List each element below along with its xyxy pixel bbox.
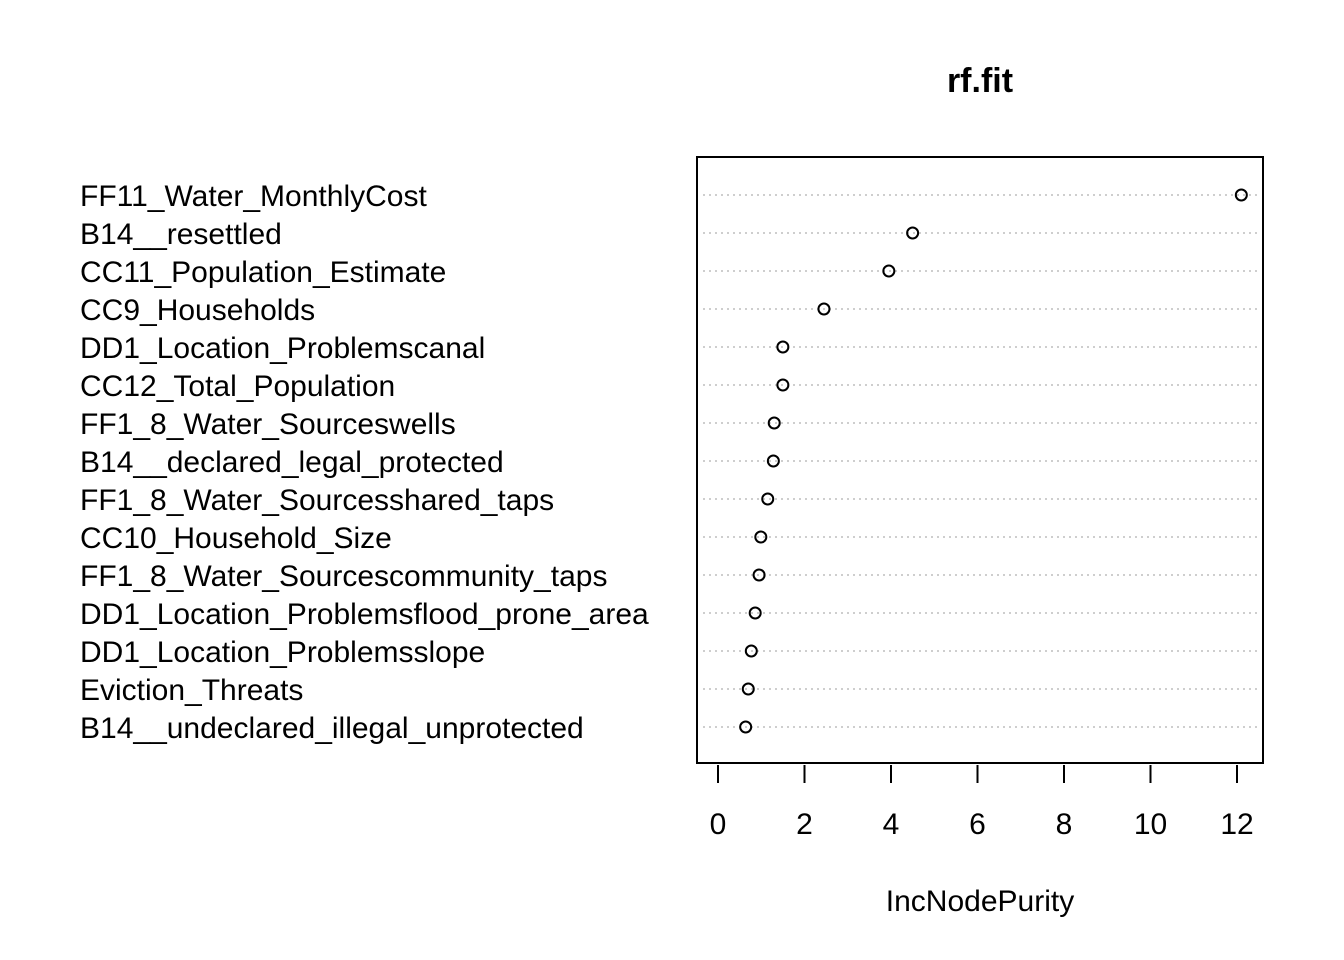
- data-point: [748, 606, 762, 620]
- data-point: [906, 226, 920, 240]
- chart-title: rf.fit: [947, 62, 1013, 100]
- data-point: [752, 568, 766, 582]
- category-label: Eviction_Threats: [80, 674, 303, 707]
- category-labels: FF11_Water_MonthlyCost B14__resettled CC11…: [80, 180, 649, 745]
- x-axis-label: IncNodePurity: [886, 885, 1074, 918]
- category-label: B14__undeclared_illegal_unprotected: [80, 712, 584, 745]
- category-label: FF1_8_Water_Sourcescommunity_taps: [80, 560, 607, 593]
- data-point: [776, 340, 790, 354]
- data-point: [767, 416, 781, 430]
- x-tick-label: 4: [883, 808, 900, 841]
- x-axis: 0 2 4 6 8 10 12: [710, 762, 1254, 841]
- x-tick-label: 6: [969, 808, 986, 841]
- category-label: CC12_Total_Population: [80, 370, 395, 403]
- category-label: DD1_Location_Problemsflood_prone_area: [80, 598, 649, 631]
- category-label: DD1_Location_Problemsslope: [80, 636, 485, 669]
- data-point: [754, 530, 768, 544]
- category-label: FF11_Water_MonthlyCost: [80, 180, 427, 213]
- category-label: B14__declared_legal_protected: [80, 446, 504, 479]
- data-point: [761, 492, 775, 506]
- data-point: [744, 644, 758, 658]
- data-point: [882, 264, 896, 278]
- x-tick-label: 8: [1056, 808, 1073, 841]
- category-label: FF1_8_Water_Sourceswells: [80, 408, 456, 441]
- data-point: [766, 454, 780, 468]
- category-label: CC10_Household_Size: [80, 522, 392, 555]
- points: [739, 188, 1248, 734]
- data-point: [739, 720, 753, 734]
- category-label: CC11_Population_Estimate: [80, 256, 446, 289]
- x-tick-label: 2: [796, 808, 813, 841]
- grid-lines: [703, 194, 1257, 728]
- data-point: [1234, 188, 1248, 202]
- x-tick-label: 12: [1220, 808, 1253, 841]
- data-point: [741, 682, 755, 696]
- category-label: CC9_Households: [80, 294, 315, 327]
- category-label: DD1_Location_Problemscanal: [80, 332, 485, 365]
- x-tick-label: 10: [1134, 808, 1167, 841]
- data-point: [776, 378, 790, 392]
- category-label: FF1_8_Water_Sourcesshared_taps: [80, 484, 554, 517]
- plot-frame: [696, 156, 1264, 764]
- category-label: B14__resettled: [80, 218, 282, 251]
- data-point: [817, 302, 831, 316]
- x-tick-label: 0: [710, 808, 727, 841]
